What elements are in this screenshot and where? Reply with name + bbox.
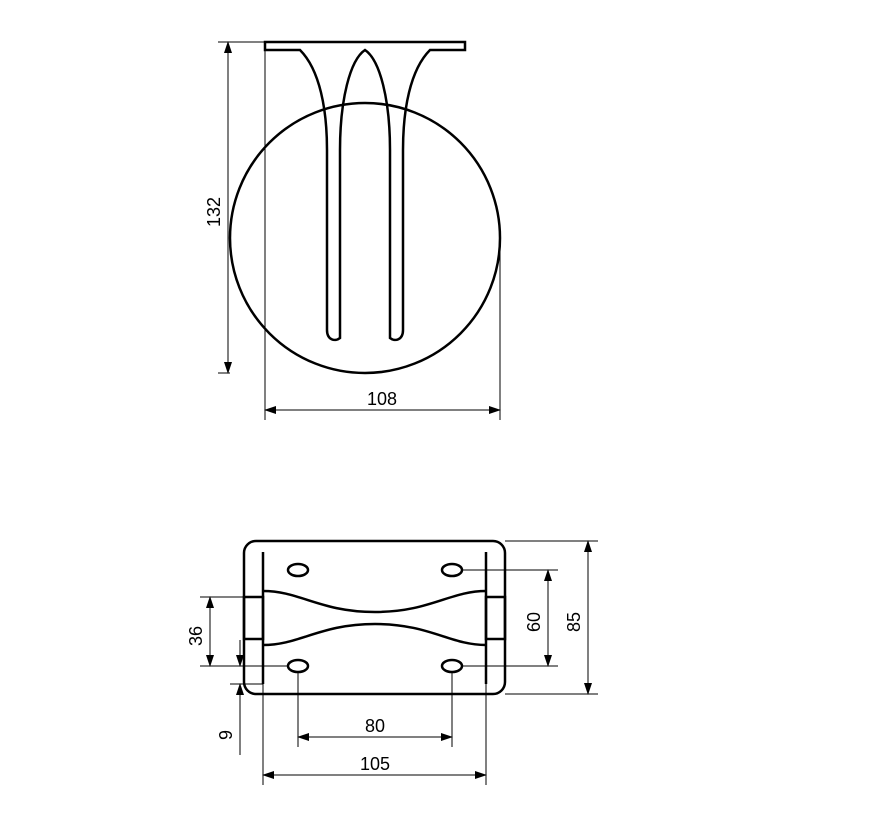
bolt-hole-bl <box>288 660 308 672</box>
wheel-circle <box>230 103 500 373</box>
dim-36-label: 36 <box>186 626 206 646</box>
top-view: 36 9 80 105 60 85 <box>186 541 598 785</box>
bolt-hole-tl <box>288 564 308 576</box>
dim-85-label: 85 <box>564 612 584 632</box>
fork-cutout-bottom <box>263 624 486 645</box>
dim-9-label: 9 <box>216 730 236 740</box>
hub-left <box>244 597 263 639</box>
fork-cutout-top <box>263 591 486 612</box>
plate-outline <box>244 541 505 694</box>
dim-132-label: 132 <box>204 197 224 227</box>
technical-drawing: 132 108 36 9 <box>0 0 890 820</box>
bolt-hole-br <box>442 660 462 672</box>
side-view: 132 108 <box>204 42 500 420</box>
dim-105-label: 105 <box>360 754 390 774</box>
hub-right <box>486 597 505 639</box>
fork-outline <box>265 42 465 340</box>
dim-60-label: 60 <box>524 612 544 632</box>
dim-108-label: 108 <box>367 389 397 409</box>
dim-80-label: 80 <box>365 716 385 736</box>
bolt-hole-tr <box>442 564 462 576</box>
